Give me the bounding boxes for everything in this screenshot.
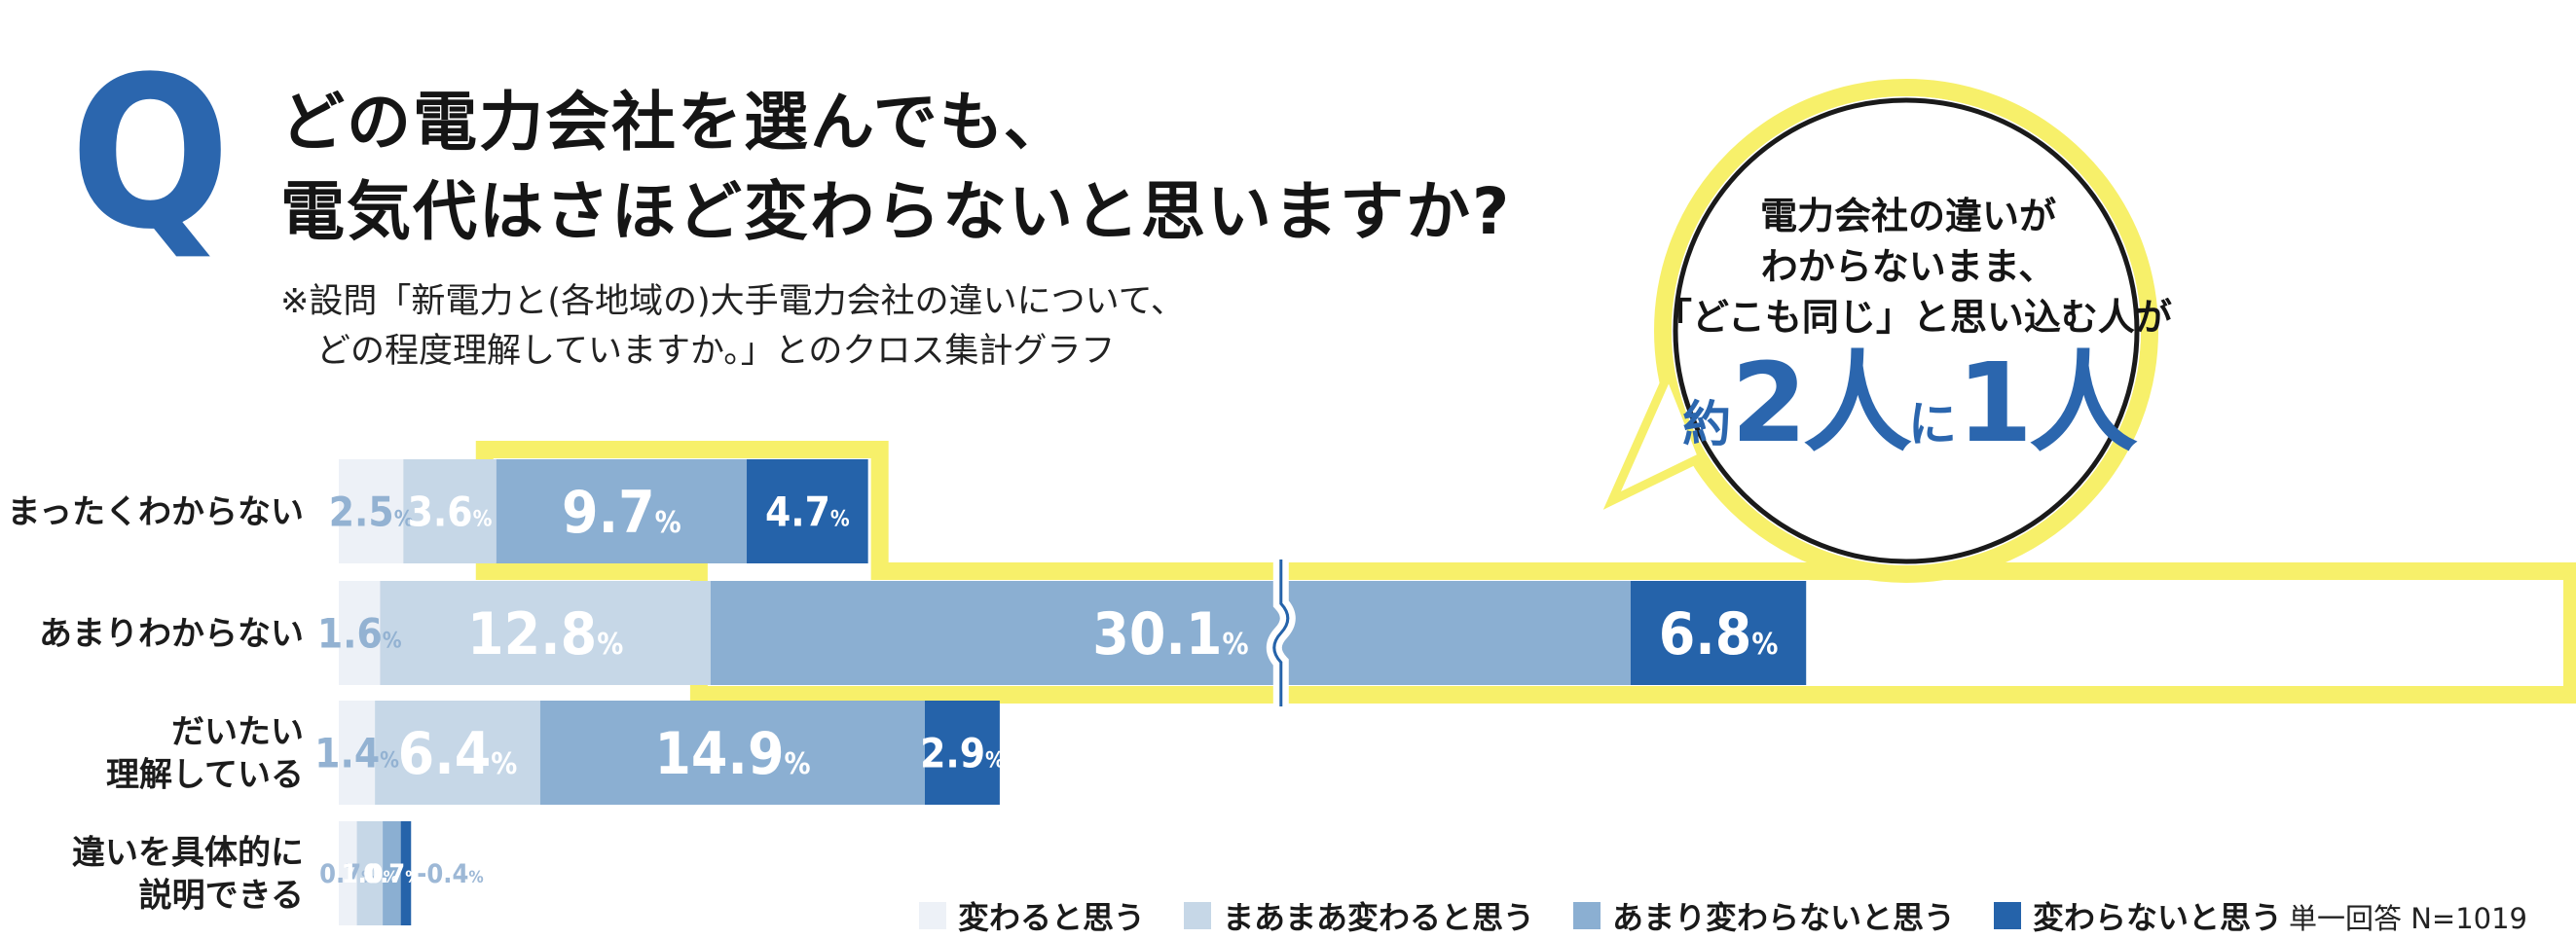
value-label: 0.7% [319, 859, 376, 889]
note-line-2: どの程度理解していますか。」とのクロス集計グラフ [316, 332, 1116, 371]
footnote: 単一回答 N=1019 [2288, 902, 2527, 935]
value-label: 9.7% [562, 479, 681, 547]
legend-swatch [1994, 902, 2022, 929]
legend-label: 変わると思う [958, 899, 1146, 936]
break-mark [1272, 560, 1290, 706]
bar-segment [747, 459, 868, 563]
value-label: -0.4% [417, 859, 483, 889]
legend-item: 変わらないと思う [1994, 893, 2282, 938]
bubble-prefix: 約 [1682, 396, 1732, 452]
legend-swatch [919, 902, 946, 929]
value-label: 3.6% [408, 488, 493, 536]
bubble-inner-ring [1673, 97, 2140, 564]
bar-segment [925, 701, 1000, 805]
legend-label: あまり変わらないと思う [1612, 899, 1956, 936]
bubble-number-2: 1 [1957, 341, 2033, 467]
title-line-1: どの電力会社を選んでも、 [280, 85, 1070, 160]
legend: 変わると思う まあまあ変わると思う あまり変わらないと思う 変わらないと思う [919, 893, 2321, 938]
category-label: まったくわからない [7, 493, 304, 532]
category-label: だいたい [171, 713, 304, 752]
category-label: 説明できる [139, 877, 304, 916]
q-mark: Q [70, 31, 231, 275]
category-label: 理解している [106, 756, 304, 795]
bubble-line-2: わからないまま、 [1760, 245, 2056, 288]
legend-item: まあまあ変わると思う [1184, 893, 1534, 938]
bar-segment [339, 821, 357, 925]
category-label: あまりわからない [39, 615, 304, 654]
value-label: 2.9% [920, 730, 1005, 777]
bar-segment [400, 821, 412, 925]
bar-segment [339, 459, 404, 563]
bubble-word-1: 人 [1803, 341, 1912, 467]
bar-segment [339, 581, 381, 685]
bar-segment [375, 701, 540, 805]
bar-segment [539, 701, 926, 805]
bubble-fill [1672, 96, 2141, 565]
bar-segment [403, 459, 497, 563]
value-label: 0.7% [363, 859, 420, 889]
bubble-line-3: 「どこも同じ」と思い込む人が [1655, 296, 2172, 339]
value-label: 1.0% [342, 859, 398, 889]
bubble-line-1: 電力会社の違いが [1759, 195, 2056, 237]
legend-swatch [1573, 902, 1601, 929]
note-line-1: ※設問「新電力と(各地域の)大手電力会社の違いについて、 [280, 282, 1185, 321]
legend-item: 変わると思う [919, 893, 1145, 938]
bar-segment [1630, 581, 1807, 685]
value-label: 4.7% [765, 488, 850, 536]
bubble-highlight: 約2人に1人 [1655, 341, 2161, 499]
legend-label: 変わらないと思う [2033, 899, 2283, 936]
legend-label: まあまあ変わると思う [1223, 899, 1535, 936]
category-label: 違いを具体的に [72, 834, 304, 873]
highlight-frame [475, 441, 2576, 704]
legend-swatch [1184, 902, 1212, 929]
bubble-word-2: 人 [2028, 341, 2138, 467]
bar-segment [339, 701, 376, 805]
value-label: 14.9% [654, 720, 810, 788]
value-label: 12.8% [467, 600, 623, 668]
bubble-tail-fill [1621, 383, 1697, 491]
bar-segment [380, 581, 711, 685]
bubble-number-1: 2 [1731, 341, 1807, 467]
title-line-2: 電気代はさほど変わらないと思いますか? [280, 174, 1512, 249]
value-label: 30.1% [1092, 600, 1248, 668]
value-label: 1.4% [314, 730, 399, 777]
bar-segment [496, 459, 748, 563]
bar-segment [383, 821, 401, 925]
value-label: 1.6% [317, 610, 402, 658]
bubble-mid: に [1908, 396, 1957, 452]
bar-segment [356, 821, 384, 925]
value-label: 2.5% [329, 488, 414, 536]
value-label: 6.4% [398, 720, 518, 788]
value-label: 6.8% [1659, 600, 1779, 668]
legend-item: あまり変わらないと思う [1573, 893, 1955, 938]
bar-segment [710, 581, 1631, 685]
